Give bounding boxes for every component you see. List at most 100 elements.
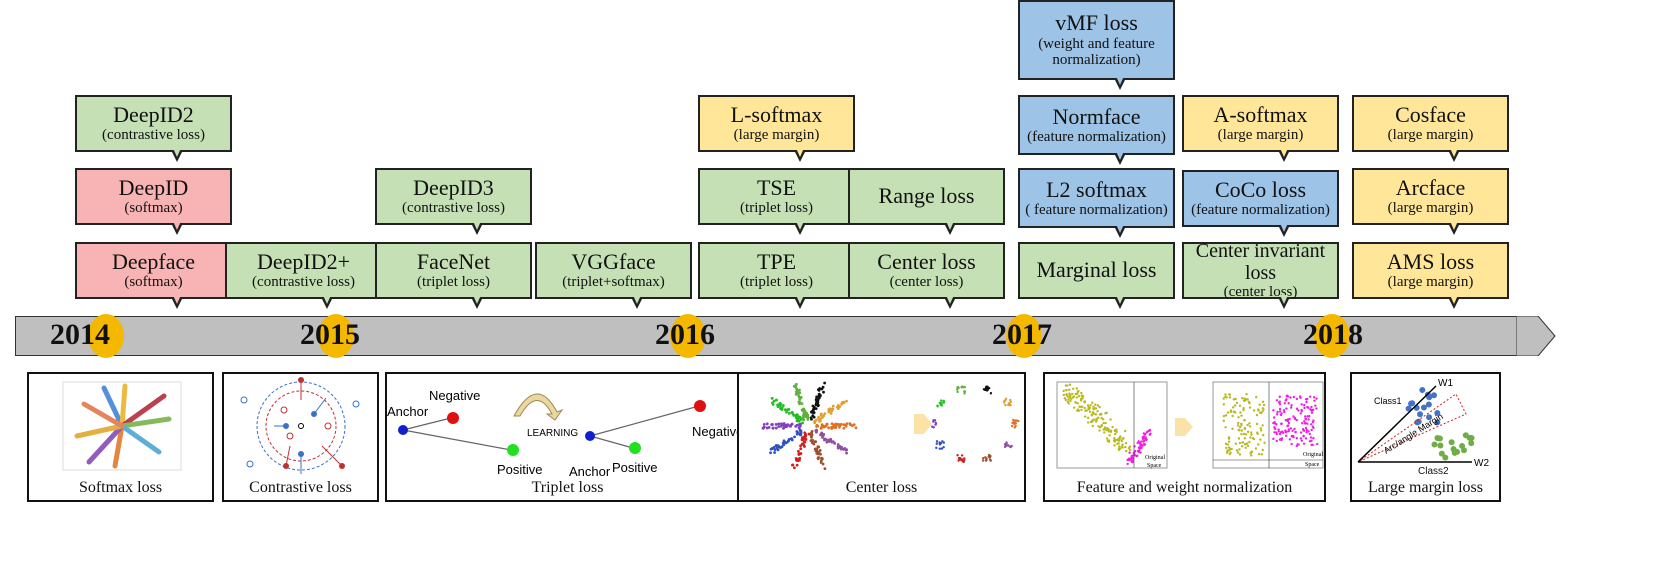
feature-point — [1072, 387, 1075, 390]
margin-label: Arc/angle Margin — [1382, 411, 1445, 456]
year-2016: 2016 — [655, 318, 715, 351]
callout-pointer — [1113, 224, 1126, 238]
callout-pointer — [470, 295, 483, 309]
feature-point — [1096, 404, 1100, 407]
cluster-point — [775, 398, 778, 402]
feature-point — [1094, 403, 1097, 406]
cluster-point — [806, 413, 810, 417]
triplet-diagram: Negative Anchor Positive LEARNING Anchor… — [387, 388, 743, 479]
normalized-point — [1262, 433, 1265, 437]
center-cluster-point — [942, 399, 945, 403]
cluster-point — [802, 409, 805, 413]
normalized-point — [1257, 409, 1260, 412]
method-loss-type: (feature normalization) — [1027, 128, 1166, 145]
method-name: FaceNet — [416, 249, 491, 275]
feature-point — [1094, 407, 1098, 410]
callout-pointer — [320, 295, 333, 309]
cluster-point — [771, 426, 775, 430]
feature-point — [1102, 421, 1105, 425]
cluster-point — [838, 405, 842, 409]
softmax-feature-plot — [62, 381, 182, 471]
feature-point — [1071, 392, 1074, 396]
method-loss-type: (triplet loss) — [417, 274, 490, 291]
normalized-point — [1275, 413, 1279, 416]
normalized-point — [1304, 437, 1308, 440]
normalized-point — [1238, 426, 1242, 429]
center-cluster-point — [987, 455, 990, 458]
feature-point — [1121, 443, 1124, 446]
center-cluster-point — [1010, 424, 1014, 428]
feature-point — [1124, 441, 1128, 445]
normalized-point — [1289, 396, 1292, 399]
cluster-point — [838, 424, 842, 428]
callout-pointer — [170, 148, 183, 162]
feature-point — [1076, 409, 1079, 412]
cluster-point — [812, 442, 816, 446]
normalized-point — [1234, 442, 1238, 445]
feature-point — [1062, 389, 1065, 393]
method-name: Arcface — [1395, 175, 1466, 201]
normalized-point — [1316, 442, 1319, 446]
feature-point — [1098, 429, 1101, 432]
cluster-point — [802, 413, 806, 416]
normalized-point — [1250, 433, 1253, 436]
center-cluster-point — [938, 447, 941, 450]
panel-feature-weight-normalization: Original Space Original Space Feature an… — [1043, 372, 1326, 502]
center-cluster-point — [985, 457, 988, 460]
normalized-point — [1275, 399, 1279, 402]
class1-point — [1425, 401, 1432, 408]
normalized-point — [1299, 437, 1303, 440]
year-dot — [318, 314, 354, 358]
normalized-point — [1243, 399, 1246, 403]
normalized-point — [1299, 396, 1302, 400]
center-cluster-point — [940, 399, 943, 402]
cluster-point — [817, 417, 821, 421]
normalized-point — [1285, 419, 1288, 422]
feature-point — [1069, 394, 1072, 398]
feature-point — [1092, 408, 1095, 411]
cluster-point — [823, 381, 827, 385]
normalized-point — [1255, 413, 1259, 417]
normalized-point — [1308, 415, 1311, 418]
cluster-point — [811, 438, 814, 442]
normalized-point — [1237, 428, 1240, 432]
feature-point — [1072, 406, 1076, 409]
class2-point — [1431, 441, 1438, 448]
feature-point — [1064, 384, 1068, 387]
cluster-point — [772, 445, 776, 449]
class2-point — [1442, 454, 1449, 461]
normalized-point — [1277, 430, 1280, 433]
cluster-point — [819, 412, 823, 416]
cluster-point — [797, 423, 800, 427]
normalized-point — [1244, 433, 1248, 436]
method-name: vMF loss — [1055, 10, 1138, 36]
normalized-point — [1234, 411, 1237, 414]
normalized-point — [1244, 442, 1248, 446]
class1-point — [1434, 419, 1441, 426]
cluster-point — [795, 413, 799, 417]
year-dot — [1314, 314, 1350, 358]
cluster-point — [795, 382, 798, 386]
normalized-point — [1261, 448, 1264, 452]
normalized-point — [1272, 437, 1275, 441]
class2-point — [1438, 450, 1445, 457]
cluster-point — [790, 463, 794, 467]
panel-caption: Center loss — [845, 479, 918, 496]
method-box-normface: Normface (feature normalization) — [1018, 95, 1175, 165]
cluster-point — [783, 408, 787, 412]
feature-point — [1124, 445, 1127, 449]
feature-point — [1081, 405, 1084, 408]
normalized-point — [1251, 436, 1255, 440]
normalized-point — [1241, 441, 1244, 444]
center-cluster-point — [1004, 397, 1008, 401]
method-loss-type: (contrastive loss) — [102, 127, 205, 144]
feature-point — [1067, 402, 1070, 405]
feature-point — [1106, 439, 1109, 442]
class1-point — [1414, 419, 1421, 426]
normalized-point — [1283, 402, 1286, 405]
cluster-point — [815, 397, 818, 401]
normalized-point — [1294, 430, 1297, 434]
cluster-point — [852, 423, 856, 427]
feature-point — [1142, 442, 1146, 446]
feature-point — [1103, 431, 1106, 434]
